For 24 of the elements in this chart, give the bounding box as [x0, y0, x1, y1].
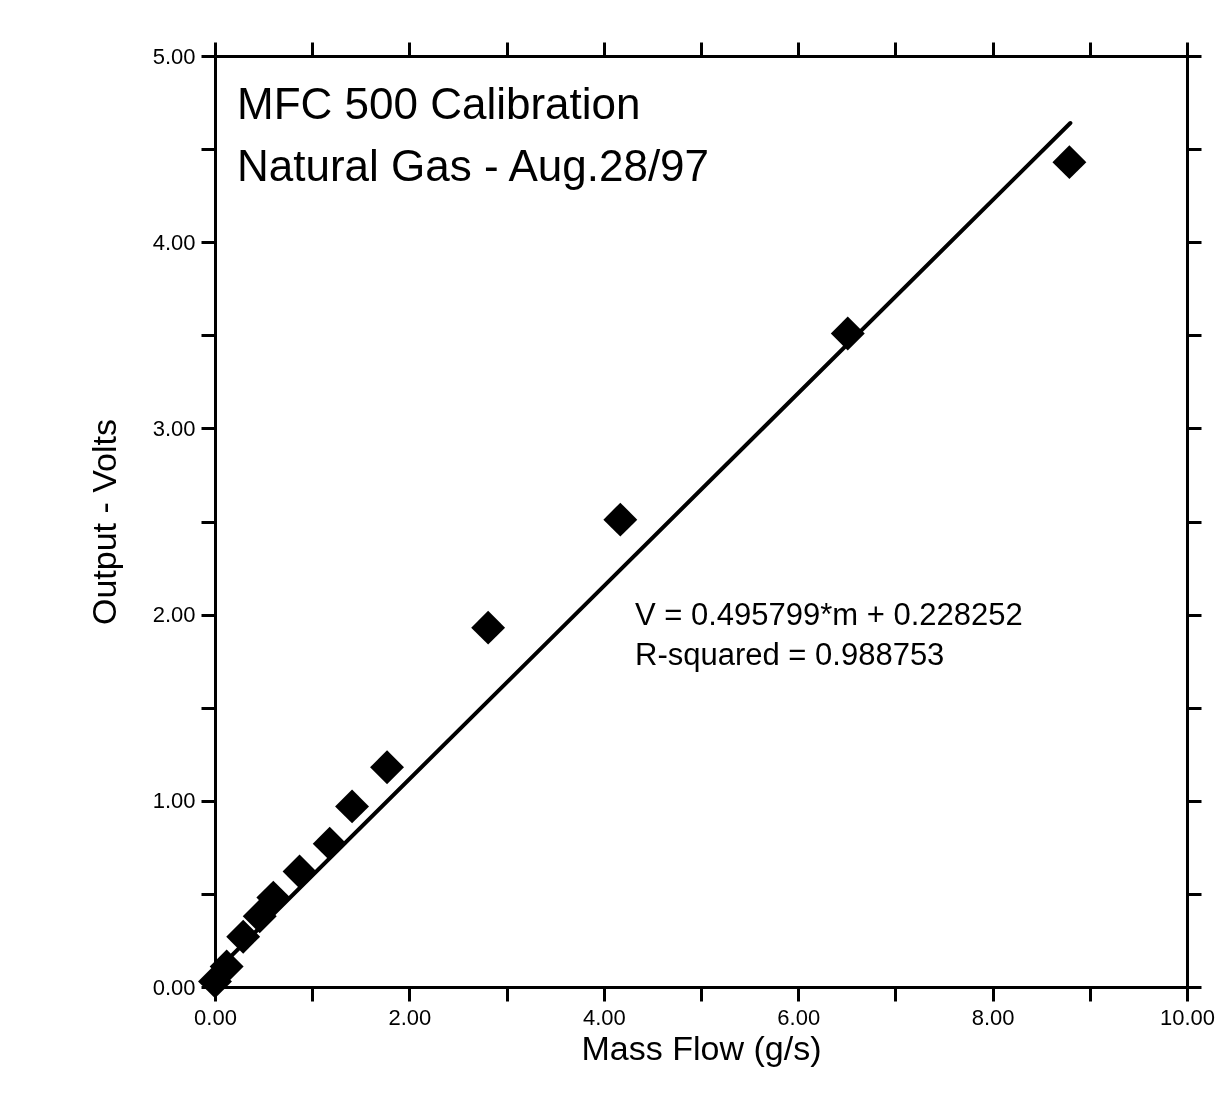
y-axis-title: Output - Volts — [84, 419, 123, 625]
y-tick-label: 5.00 — [152, 43, 196, 69]
y-tick-label: 4.00 — [152, 229, 196, 255]
point — [603, 502, 638, 537]
point — [335, 789, 370, 824]
text: MFC 500 Calibration — [237, 79, 641, 128]
x-tick-label: 4.00 — [582, 1004, 626, 1030]
annotation: V = 0.495799*m + 0.228252 — [635, 597, 1023, 632]
y-tick-label: 0.00 — [152, 974, 196, 1000]
text: Natural Gas - Aug.28/97 — [237, 141, 710, 190]
point — [256, 880, 291, 915]
x-tick-label: 0.00 — [194, 1004, 237, 1030]
y-tick-label: 2.00 — [152, 602, 196, 628]
point — [1052, 145, 1087, 180]
y-tick-label: 3.00 — [152, 415, 196, 441]
y-tick-label: 1.00 — [152, 788, 196, 814]
x-tick-label: 8.00 — [971, 1004, 1015, 1030]
x-tick-label: 2.00 — [388, 1004, 432, 1030]
x-tick-label: 6.00 — [777, 1004, 821, 1030]
x-tick-label: 10.00 — [1159, 1004, 1216, 1030]
point — [471, 610, 506, 645]
point — [370, 750, 404, 785]
x-axis-title: Mass Flow (g/s) — [581, 1028, 822, 1067]
annotation: R-squared = 0.988753 — [635, 637, 945, 672]
